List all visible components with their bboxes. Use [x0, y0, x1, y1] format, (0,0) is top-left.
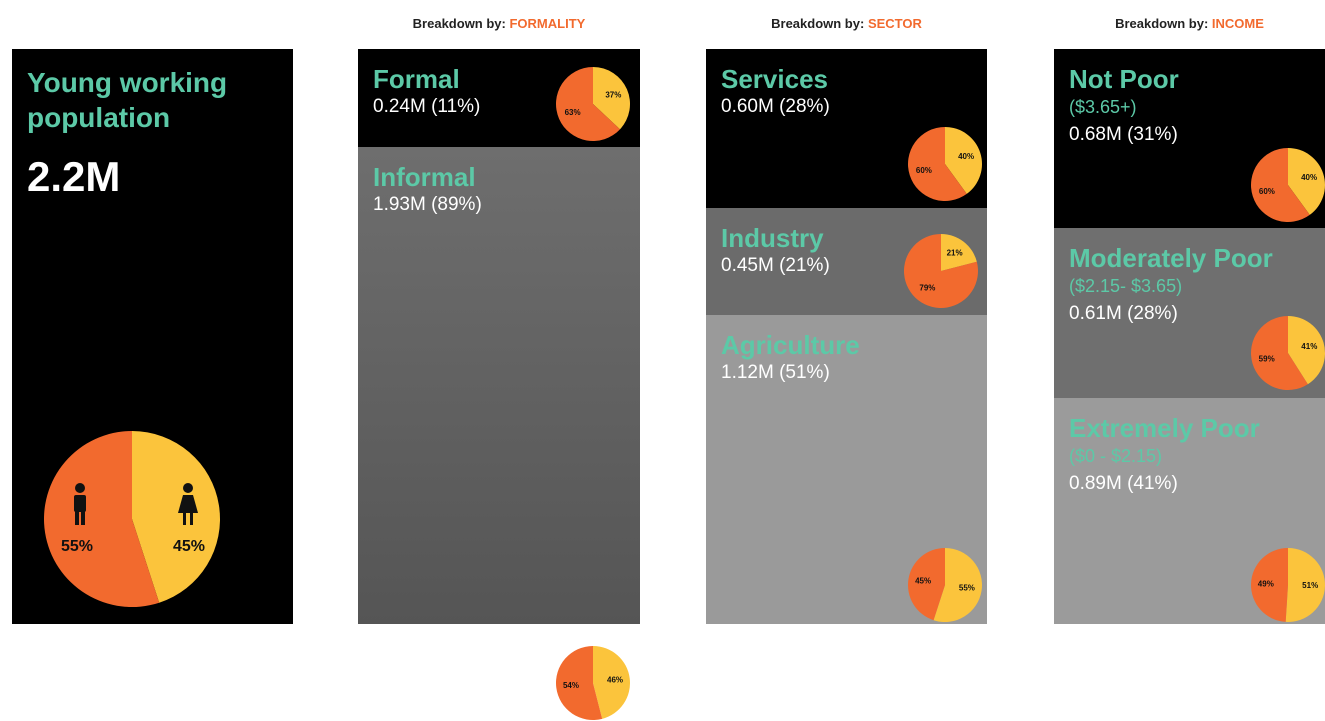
segment-pie: 37% 63% [556, 67, 630, 141]
male-icon [74, 483, 86, 525]
pie-label: 40% [958, 152, 974, 161]
panel-header: Breakdown by: FORMALITY [358, 16, 640, 31]
pie-label: 51% [1302, 581, 1318, 590]
segment-text: Informal 1.93M (89%) [373, 163, 482, 219]
segment: Services 0.60M (28%) 40% 60% [706, 49, 987, 208]
pie-slice [1251, 548, 1288, 622]
segment-value: 0.68M (31%) [1069, 124, 1178, 145]
segment: Not Poor ($3.65+) 0.68M (31%) 40% 60% [1054, 49, 1325, 228]
pie-slice [593, 67, 630, 130]
segment: Agriculture 1.12M (51%) 55% 45% [706, 315, 987, 624]
pie-slice [44, 431, 160, 607]
header-prefix: Breakdown by: [412, 16, 506, 31]
pie-label: 54% [563, 681, 579, 690]
segment-pie: 46% 54% [556, 646, 630, 720]
header-key: INCOME [1211, 16, 1264, 31]
pie-label: 55% [61, 538, 93, 555]
panel-header: Breakdown by: SECTOR [706, 16, 987, 31]
pie-slice [904, 234, 978, 308]
segment-text: Services 0.60M (28%) [721, 65, 830, 121]
segment-name: Not Poor [1069, 64, 1179, 94]
pie-slice [556, 67, 620, 141]
header-key: FORMALITY [509, 16, 586, 31]
pie-slice [1288, 148, 1325, 215]
pie-slice [908, 548, 945, 621]
segment-pie: 41% 59% [1251, 316, 1325, 390]
pie-slice [1288, 316, 1325, 385]
pie-slice [1251, 148, 1310, 222]
pie-label: 60% [916, 166, 932, 175]
segment-name: Industry [721, 223, 824, 253]
summary-pie: 55% 45% [44, 431, 221, 607]
pie-label: 37% [605, 90, 621, 99]
pie-label: 40% [1301, 173, 1317, 182]
female-icon [178, 483, 198, 525]
pie-label: 55% [959, 584, 975, 593]
segment: Industry 0.45M (21%) 21% 79% [706, 208, 987, 315]
summary-title: Young working population [27, 67, 228, 133]
segment-value: 0.45M (21%) [721, 255, 830, 276]
pie-label: 21% [947, 249, 963, 258]
segment-text: Moderately Poor ($2.15- $3.65) 0.61M (28%) [1069, 244, 1273, 328]
summary-panel: Young working population 2.2M 55% 45% [12, 49, 293, 624]
pie-slice [933, 548, 982, 622]
segment-pie: 40% 60% [1251, 148, 1325, 222]
header-prefix: Breakdown by: [1115, 16, 1209, 31]
pie-slice [132, 431, 221, 603]
segment-value: 0.61M (28%) [1069, 303, 1178, 324]
segment-range: ($3.65+) [1069, 97, 1137, 117]
segment-pie: 21% 79% [904, 234, 978, 308]
panel-header: Breakdown by: INCOME [1054, 16, 1325, 31]
pie-label: 79% [919, 284, 935, 293]
segment-range: ($0 - $2.15) [1069, 446, 1163, 466]
pie-label: 63% [565, 108, 581, 117]
summary-total: 2.2M [27, 153, 121, 200]
segment-value: 0.60M (28%) [721, 96, 830, 117]
pie-label: 41% [1301, 342, 1317, 351]
segment-value: 0.24M (11%) [373, 96, 481, 117]
segment-value: 1.93M (89%) [373, 194, 482, 215]
segment-text: Industry 0.45M (21%) [721, 224, 830, 280]
pie-label: 45% [173, 538, 205, 555]
segment-name: Informal [373, 162, 476, 192]
page: Young working population 2.2M 55%45% (()… [12, 16, 1325, 720]
pie-label: 45% [915, 577, 931, 586]
segment: Moderately Poor ($2.15- $3.65) 0.61M (28%)… [1054, 228, 1325, 398]
pie-label: 60% [1259, 187, 1275, 196]
segment-pie: 51% 49% [1251, 548, 1325, 622]
segment-range: ($2.15- $3.65) [1069, 276, 1183, 296]
pie-label: 46% [607, 675, 623, 684]
segment-text: Not Poor ($3.65+) 0.68M (31%) [1069, 65, 1179, 149]
segment: Formal 0.24M (11%) 37% 63% [358, 49, 640, 147]
pie-slice [1285, 548, 1325, 622]
pie-slice [1251, 316, 1308, 390]
segment: Extremely Poor ($0 - $2.15) 0.89M (41%) 51%… [1054, 398, 1325, 624]
segment-pie: 40% 60% [908, 127, 982, 201]
segment-name: Services [721, 64, 828, 94]
header-prefix: Breakdown by: [771, 16, 865, 31]
segment-text: Formal 0.24M (11%) [373, 65, 480, 121]
header-key: SECTOR [867, 16, 922, 31]
pie-slice [908, 127, 967, 201]
pie-slice [941, 234, 977, 271]
segment-value: 0.89M (41%) [1069, 473, 1178, 494]
segment-text: Extremely Poor ($0 - $2.15) 0.89M (41%) [1069, 414, 1260, 498]
segment-name: Formal [373, 64, 460, 94]
pie-slice [945, 127, 982, 194]
pie-label: 59% [1259, 354, 1275, 363]
segment-text: Agriculture 1.12M (51%) [721, 331, 860, 387]
segment-name: Moderately Poor [1069, 243, 1273, 273]
pie-label: 49% [1258, 579, 1274, 588]
segment-value: 1.12M (51%) [721, 362, 830, 383]
segment: Informal 1.93M (89%) 46% 54% [358, 147, 640, 720]
segment-name: Extremely Poor [1069, 413, 1260, 443]
segment-pie: 55% 45% [908, 548, 982, 622]
segment-name: Agriculture [721, 330, 860, 360]
